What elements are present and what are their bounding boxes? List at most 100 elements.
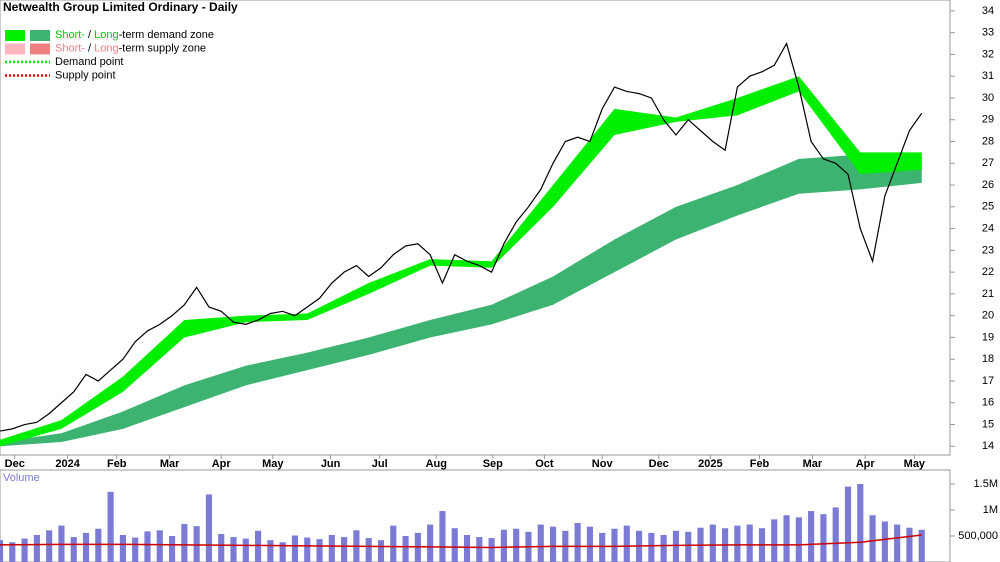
y-tick-label: 24 (982, 222, 994, 234)
volume-bar (844, 486, 852, 562)
legend-text: / (85, 29, 94, 41)
x-tick-label: Aug (426, 458, 447, 470)
x-tick-label: Dec (649, 458, 669, 470)
volume-bar (513, 528, 520, 562)
x-tick-label: Oct (535, 458, 554, 470)
volume-bar (156, 530, 163, 562)
long-term-zone (0, 154, 922, 447)
legend-label: Supply point (55, 69, 116, 81)
legend-text: Long (94, 29, 118, 41)
x-tick-label: Mar (803, 458, 823, 470)
volume-label: Volume (3, 472, 40, 484)
legend-text: -term demand zone (119, 29, 214, 41)
y-tick-label: 14 (982, 440, 994, 452)
volume-bar (586, 526, 593, 562)
y-tick-label: 18 (982, 353, 994, 365)
x-tick-label: Jul (372, 458, 388, 470)
volume-bar (623, 525, 630, 562)
y-tick-label: 20 (982, 310, 994, 322)
volume-bar (144, 531, 151, 562)
volume-bar (734, 525, 741, 562)
volume-bar (857, 484, 864, 562)
volume-average (0, 534, 922, 549)
volume-tick-label: 1.5M (974, 478, 998, 490)
y-tick-label: 22 (982, 266, 994, 278)
volume-bar (808, 511, 815, 562)
legend-text: Short- (55, 42, 85, 54)
volume-bar (427, 524, 434, 562)
x-tick-label: 2024 (55, 458, 80, 470)
y-tick-label: 33 (982, 27, 994, 39)
volume-bar (549, 526, 557, 562)
x-tick-label: Apr (212, 458, 232, 470)
legend-text: Long (94, 42, 118, 54)
volume-tick-label: 500,000 (958, 530, 998, 542)
y-tick-label: 15 (982, 418, 994, 430)
volume-bar (660, 534, 667, 562)
x-tick-label: Mar (160, 458, 180, 470)
y-tick-label: 34 (982, 5, 994, 17)
volume-bar (205, 494, 212, 562)
volume-bar (894, 524, 901, 562)
volume-bar (451, 528, 458, 562)
volume-bar (832, 507, 839, 562)
price-line (0, 41, 923, 432)
volume-bar (820, 514, 827, 562)
volume-bar (500, 529, 507, 562)
volume-bar (390, 525, 397, 562)
volume-bar (488, 538, 495, 562)
x-tick-label: Nov (592, 458, 614, 470)
y-tick-label: 26 (982, 179, 994, 191)
volume-bar (341, 537, 348, 562)
volume-bar (316, 539, 323, 562)
legend-text: Short- (55, 29, 85, 41)
volume-bar (46, 530, 53, 562)
volume-bar (685, 531, 692, 562)
volume-bar (783, 515, 790, 562)
volume-bar (402, 536, 409, 562)
volume-bar (0, 540, 4, 562)
x-tick-label: Dec (5, 458, 25, 470)
volume-bar (328, 534, 335, 562)
volume-bar (107, 491, 114, 562)
x-tick-label: Apr (856, 458, 876, 470)
volume-bar (304, 537, 311, 562)
y-tick-label: 27 (982, 157, 994, 169)
volume-bar (599, 532, 606, 562)
volume-bar (21, 538, 28, 562)
volume-bar (709, 524, 716, 562)
volume-bar (648, 532, 655, 562)
volume-bar (230, 537, 237, 562)
short-term-zone (0, 76, 922, 447)
volume-bar (9, 542, 16, 562)
x-tick-label: 2025 (698, 458, 722, 470)
volume-bar (119, 534, 126, 562)
volume-bar (476, 537, 483, 562)
y-tick-label: 29 (982, 114, 994, 126)
chart-title: Netwealth Group Limited Ordinary - Daily (3, 0, 238, 14)
x-tick-label: Feb (107, 458, 127, 470)
volume-bar (881, 521, 888, 562)
volume-bar (771, 519, 778, 562)
x-tick-label: Jun (321, 458, 341, 470)
volume-bar (672, 530, 680, 562)
legend-label: Demand point (55, 56, 124, 68)
volume-bar (869, 515, 876, 562)
x-tick-label: May (904, 458, 926, 470)
y-tick-label: 21 (982, 288, 994, 300)
x-tick-label: May (262, 458, 284, 470)
volume-bar (463, 534, 471, 562)
volume-bar (537, 524, 544, 562)
volume-bar (795, 517, 802, 562)
y-tick-label: 17 (982, 375, 994, 387)
volume-bar (574, 523, 581, 562)
x-tick-label: Sep (483, 458, 503, 470)
volume-bar (611, 528, 618, 562)
legend-swatch (5, 43, 25, 55)
y-tick-label: 23 (982, 244, 994, 256)
volume-bar (181, 524, 188, 562)
volume-bar (267, 540, 274, 562)
volume-bar (918, 529, 925, 562)
volume-bar (906, 527, 913, 562)
